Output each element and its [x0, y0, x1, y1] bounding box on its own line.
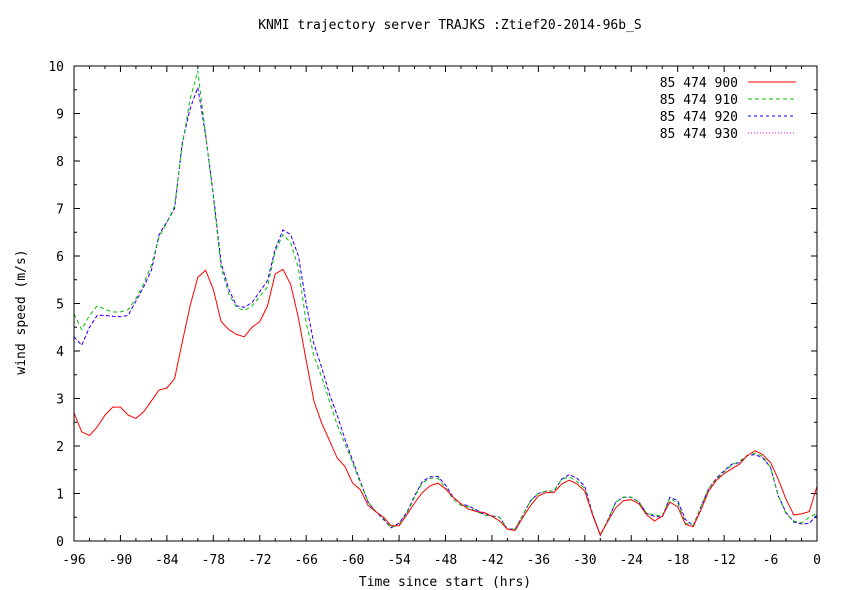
y-tick-label: 10: [48, 60, 64, 75]
series-line-3: [73, 85, 818, 537]
x-tick-label: -84: [155, 553, 179, 568]
y-tick-label: 5: [56, 298, 64, 313]
axis-ticks: -96 -90 -84 -78 -72 -66 -60 -54 -48 -42 -36 -30 -24-…: [48, 60, 821, 568]
x-tick-label: -60: [341, 553, 364, 568]
legend-label: 85 474 930: [660, 127, 738, 142]
y-tick-label: 6: [56, 250, 64, 265]
x-tick-label: -24: [620, 553, 644, 568]
legend-label: 85 474 910: [660, 93, 738, 108]
x-tick-label: -48: [434, 553, 457, 568]
x-tick-label: -12: [712, 553, 735, 568]
series-lines: [73, 70, 818, 537]
y-tick-label: 1: [56, 488, 64, 503]
x-tick-label: -72: [248, 553, 271, 568]
x-tick-label: -66: [294, 553, 317, 568]
series-line-4: [73, 85, 818, 537]
y-tick-label: 4: [56, 345, 64, 360]
y-tick-label: 9: [56, 108, 64, 123]
x-tick-label: -78: [202, 553, 225, 568]
x-tick-label: -18: [666, 553, 689, 568]
plot-frame: [73, 65, 818, 542]
x-tick-label: -6: [763, 553, 779, 568]
x-tick-label: -54: [387, 553, 411, 568]
y-tick-label: 3: [56, 393, 64, 408]
y-axis-label: wind speed (m/s): [14, 249, 29, 374]
legend-label: 85 474 900: [660, 76, 738, 91]
series-line-1: [73, 268, 818, 536]
y-tick-label: 0: [56, 535, 64, 550]
x-tick-label: -90: [109, 553, 132, 568]
x-tick-label: -30: [573, 553, 596, 568]
y-tick-label: 2: [56, 440, 64, 455]
y-tick-label: 7: [56, 203, 64, 218]
x-tick-label: 0: [813, 553, 821, 568]
y-tick-label: 8: [56, 155, 64, 170]
x-tick-label: -42: [480, 553, 503, 568]
x-axis-label: Time since start (hrs): [359, 575, 531, 590]
legend: 85 474 900 85 474 910 85 474 920 85 474 930: [660, 76, 796, 142]
legend-label: 85 474 920: [660, 110, 738, 125]
x-tick-label: -36: [527, 553, 550, 568]
chart-title: KNMI trajectory server TRAJKS :Ztief20-2…: [258, 18, 642, 33]
x-tick-label: -96: [62, 553, 85, 568]
